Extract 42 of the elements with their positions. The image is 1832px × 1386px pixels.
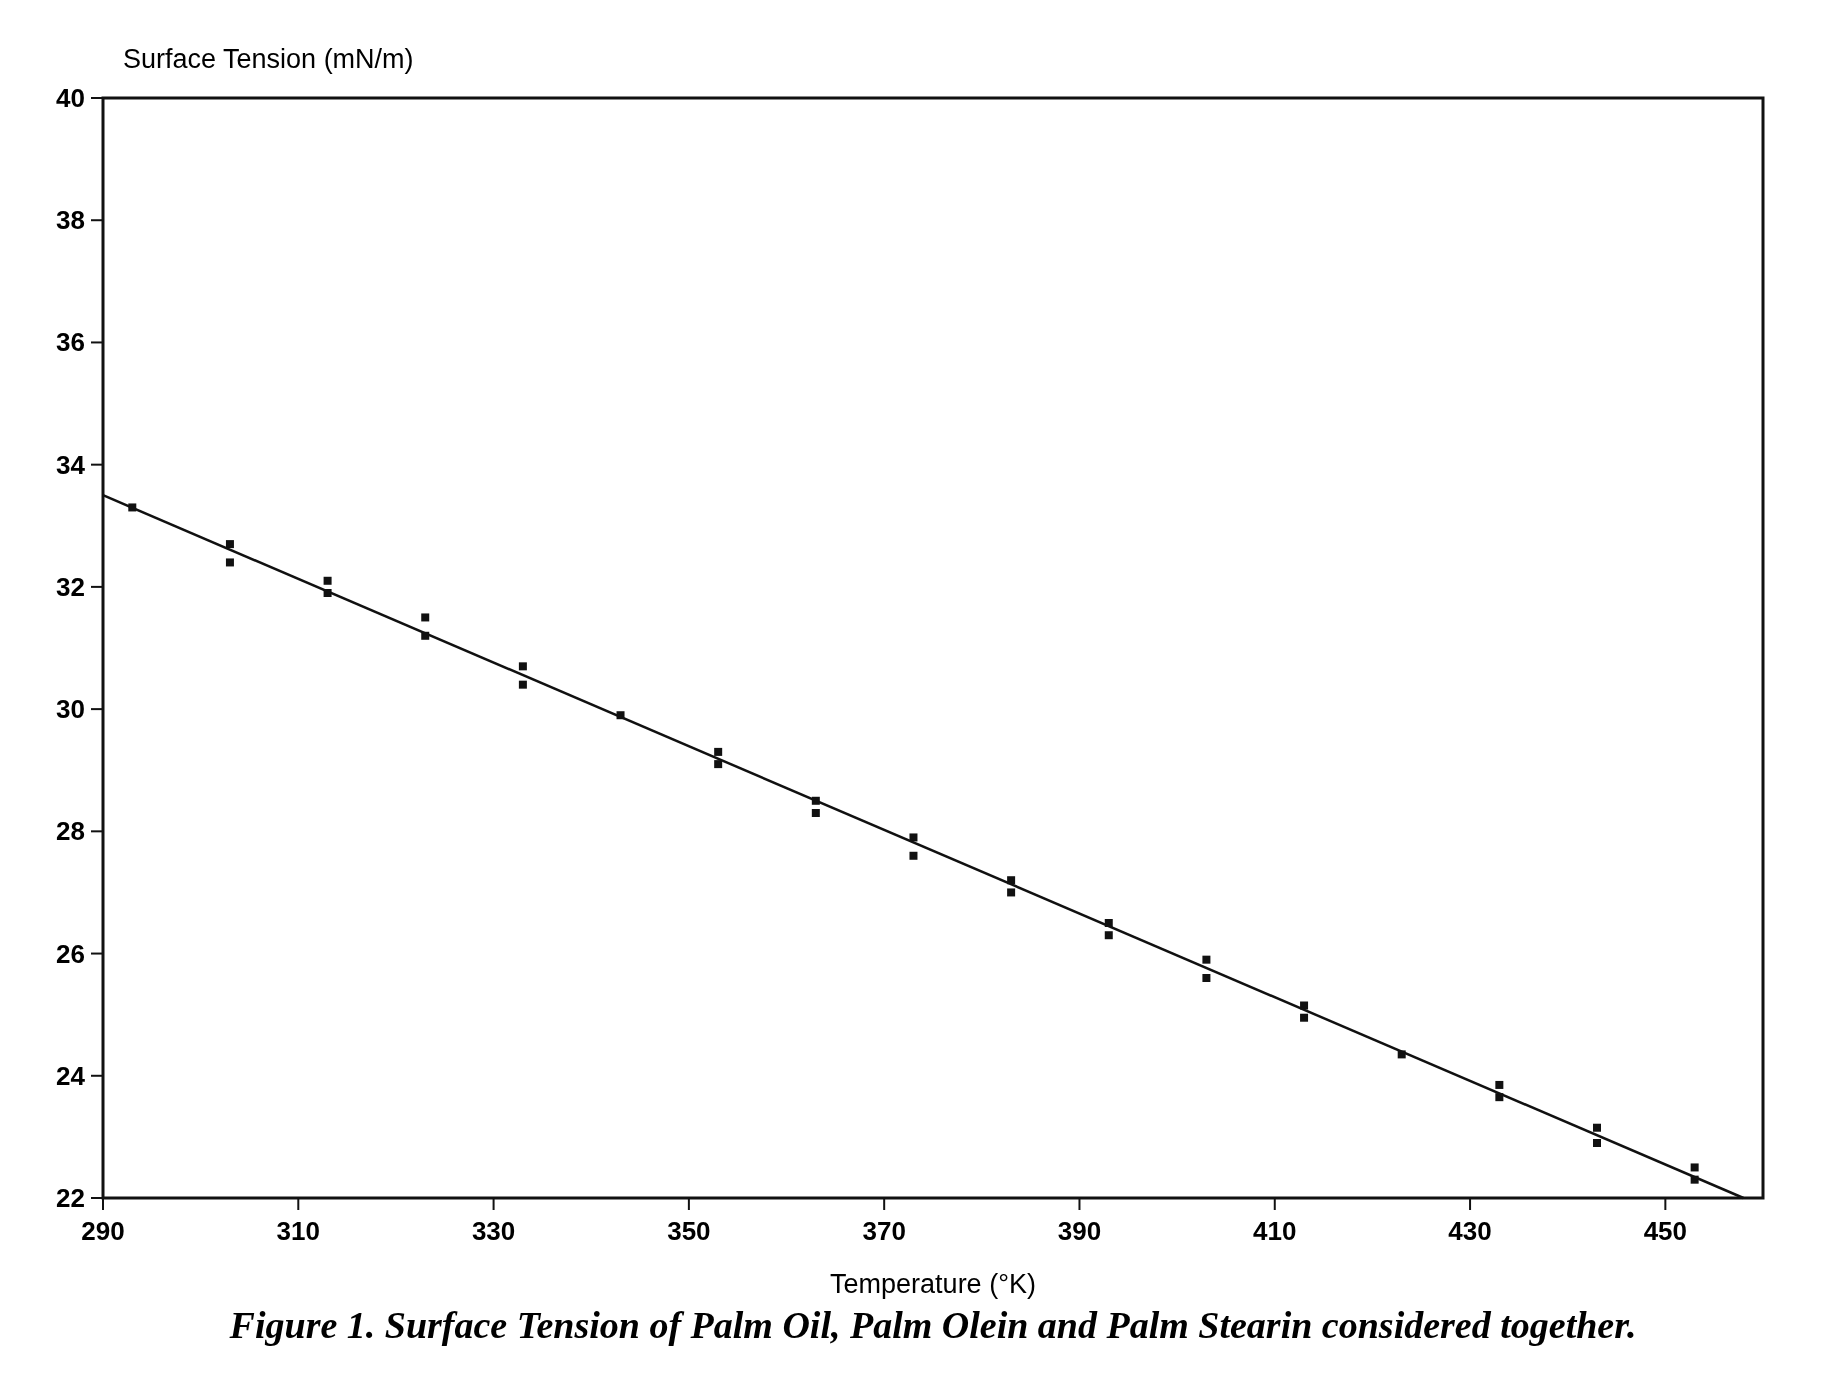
point (1593, 1139, 1601, 1147)
y-tick-label: 40 (56, 83, 85, 113)
x-tick-label: 330 (471, 1216, 516, 1246)
y-tick-label: 26 (56, 938, 85, 969)
point (518, 662, 527, 671)
point (1690, 1163, 1699, 1172)
y-tick-label: 22 (56, 1183, 85, 1213)
point (714, 760, 723, 769)
y-tick-label: 38 (56, 205, 85, 236)
point (909, 833, 918, 842)
point (909, 851, 918, 860)
point (811, 809, 820, 817)
x-tick-label: 410 (1253, 1216, 1297, 1246)
x-tick-label: 350 (667, 1216, 711, 1246)
x-tick-label: 310 (276, 1216, 320, 1246)
point (518, 680, 527, 689)
point (225, 540, 234, 549)
caption: Figure 1. Surface Tension of Palm Oil, Palm Olein and Palm Stearin considered together. (228, 1304, 1637, 1346)
point (1202, 974, 1211, 982)
point (323, 576, 332, 585)
point (714, 747, 723, 756)
point (1593, 1123, 1601, 1132)
x-tick-label: 370 (862, 1216, 906, 1246)
point (421, 613, 430, 622)
x-axis-title: Temperature (°K) (830, 1269, 1036, 1299)
point (1300, 1013, 1309, 1022)
y-tick-label: 30 (56, 694, 85, 725)
x-tick-label: 390 (1057, 1216, 1102, 1246)
y-tick-label: 28 (56, 816, 85, 847)
point (1495, 1080, 1504, 1089)
x-tick-label: 450 (1643, 1216, 1688, 1246)
point (1007, 888, 1016, 897)
x-tick-label: 290 (81, 1216, 125, 1246)
y-tick-label: 32 (56, 571, 85, 602)
point (225, 558, 234, 567)
y-axis-title: Surface Tension (mN/m) (123, 44, 414, 74)
y-tick-label: 36 (56, 327, 85, 358)
y-tick-label: 34 (56, 449, 86, 480)
y-tick-label: 24 (56, 1060, 86, 1091)
x-tick-label: 430 (1448, 1216, 1492, 1246)
point (1202, 955, 1211, 964)
point (1104, 931, 1113, 940)
